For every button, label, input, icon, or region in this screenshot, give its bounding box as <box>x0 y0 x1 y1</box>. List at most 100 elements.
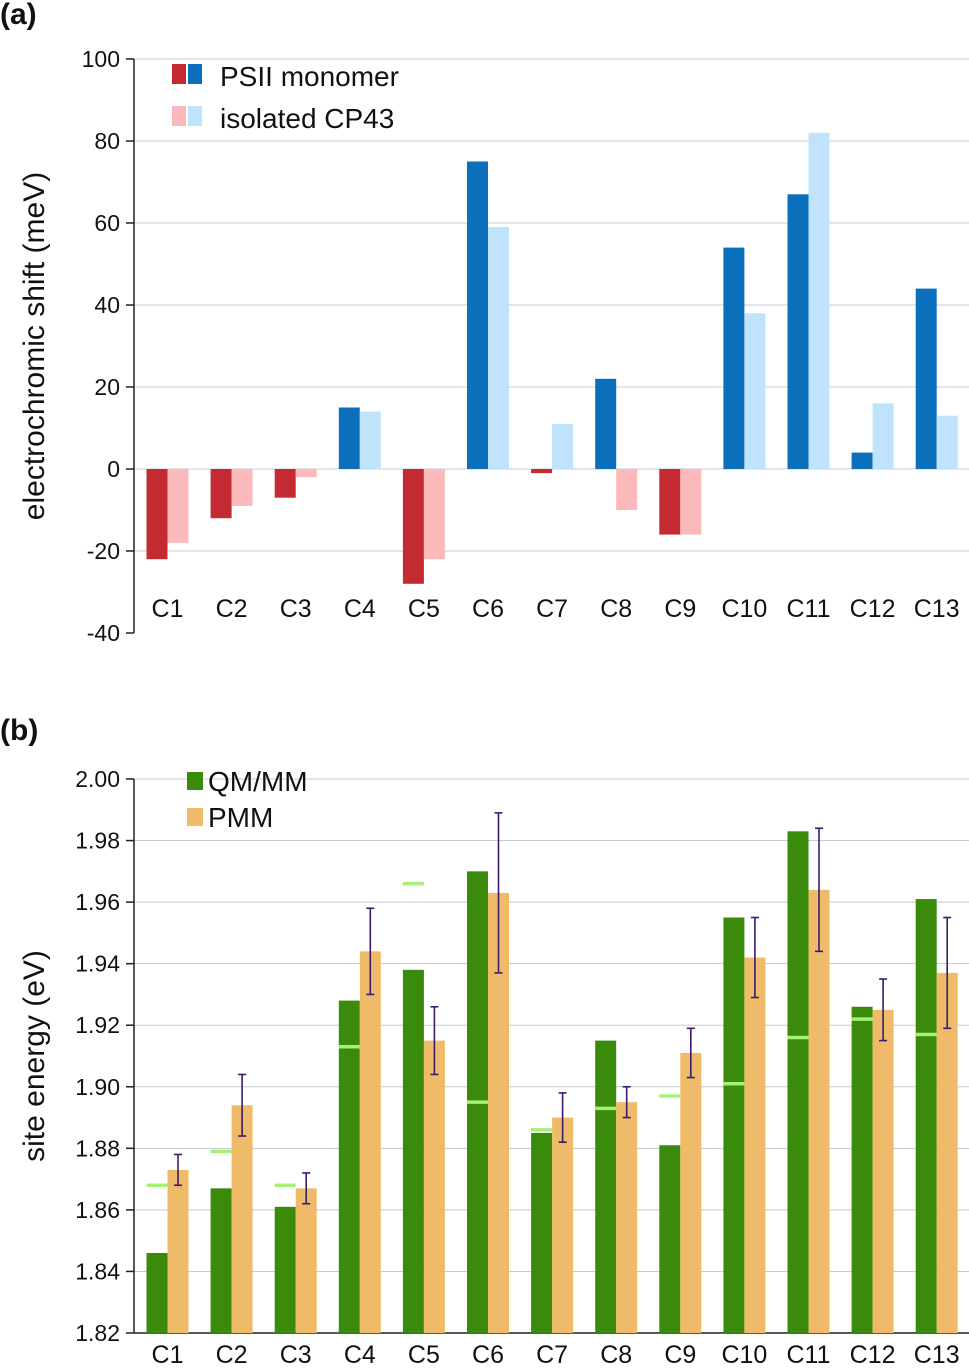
bar-b-qmmm <box>915 899 937 1333</box>
panel-a-label: (a) <box>0 0 37 31</box>
category-label-a: C10 <box>721 595 767 623</box>
bar-b-qmmm <box>595 1040 617 1333</box>
bar-b-qmmm <box>787 831 809 1333</box>
y-tick-label-b: 1.94 <box>75 951 120 977</box>
bar-a-psii <box>723 247 745 469</box>
bar-a-psii <box>851 452 873 469</box>
bar-a-psii <box>531 469 553 474</box>
category-label-a: C3 <box>280 595 312 623</box>
bar-b-pmm <box>936 972 958 1333</box>
category-label-b: C4 <box>344 1341 376 1369</box>
bar-b-pmm <box>808 889 830 1333</box>
bar-a-cp43 <box>744 313 766 469</box>
bar-b-qmmm <box>210 1188 232 1333</box>
bar-a-psii <box>274 469 296 498</box>
y-tick-label-b: 2.00 <box>75 766 120 792</box>
bar-b-pmm <box>680 1052 702 1333</box>
category-label-b: C9 <box>664 1341 696 1369</box>
bar-a-psii <box>659 469 681 535</box>
category-label-a: C2 <box>216 595 248 623</box>
legend-swatch-negative-a <box>172 64 186 84</box>
category-label-b: C10 <box>721 1341 767 1369</box>
category-label-b: C13 <box>914 1341 960 1369</box>
category-label-b: C11 <box>786 1341 830 1369</box>
y-tick-label-b: 1.96 <box>75 889 120 915</box>
category-label-a: C13 <box>914 595 960 623</box>
y-tick-label-b: 1.88 <box>75 1135 120 1161</box>
y-axis-title-b: site energy (eV) <box>18 950 51 1162</box>
category-label-b: C6 <box>472 1341 504 1369</box>
bar-b-qmmm <box>338 1000 360 1333</box>
bar-b-pmm <box>872 1009 894 1333</box>
bar-a-psii <box>467 161 488 469</box>
y-tick-label-b: 1.90 <box>75 1074 120 1100</box>
category-label-a: C5 <box>408 595 440 623</box>
bar-b-pmm <box>295 1188 317 1333</box>
category-label-b: C2 <box>216 1341 248 1369</box>
y-tick-label-b: 1.98 <box>75 828 120 854</box>
bar-b-pmm <box>359 951 381 1333</box>
bar-b-pmm <box>552 1117 574 1333</box>
category-label-b: C7 <box>536 1341 568 1369</box>
bar-b-qmmm <box>851 1006 873 1333</box>
bar-a-cp43 <box>488 227 509 469</box>
category-label-a: C6 <box>472 595 504 623</box>
legend-label-b: QM/MM <box>208 766 308 797</box>
bar-a-cp43 <box>808 132 830 470</box>
y-tick-label-b: 1.86 <box>75 1197 120 1223</box>
y-tick-label-a: -40 <box>87 620 120 646</box>
category-label-a: C12 <box>850 595 896 623</box>
bar-b-pmm <box>616 1102 638 1333</box>
category-label-a: C8 <box>600 595 632 623</box>
bar-b-qmmm <box>402 969 424 1333</box>
category-label-b: C1 <box>152 1341 184 1369</box>
bar-b-pmm <box>488 892 509 1333</box>
bar-a-cp43 <box>552 423 574 469</box>
bar-a-cp43 <box>167 469 189 543</box>
legend-label-a: PSII monomer <box>220 61 399 92</box>
bar-a-psii <box>915 288 937 469</box>
category-label-a: C7 <box>536 595 568 623</box>
bar-b-qmmm <box>531 1132 553 1333</box>
bar-a-cp43 <box>680 469 702 535</box>
y-tick-label-a: -20 <box>87 538 120 564</box>
bar-b-pmm <box>231 1105 253 1333</box>
chart-panel-b: 1.82 1.84 1.86 1.88 1.90 1.92 1.94 1.96 1.98 2.00… <box>18 766 969 1369</box>
category-label-a: C4 <box>344 595 376 623</box>
legend-label-a: isolated CP43 <box>220 103 394 134</box>
legend-swatch-negative-a <box>172 106 186 126</box>
bar-a-cp43 <box>872 403 894 469</box>
bar-a-psii <box>402 469 424 584</box>
bar-a-psii <box>146 469 168 560</box>
bar-b-qmmm <box>274 1206 296 1333</box>
y-tick-label-a: 20 <box>94 374 120 400</box>
y-tick-label-b: 1.82 <box>75 1320 120 1346</box>
bar-a-cp43 <box>359 411 381 469</box>
legend-swatch-b <box>187 772 203 790</box>
y-tick-label-b: 1.92 <box>75 1012 120 1038</box>
bar-a-cp43 <box>295 469 317 478</box>
bar-a-psii <box>338 407 360 469</box>
category-label-b: C3 <box>280 1341 312 1369</box>
bar-a-cp43 <box>423 469 445 560</box>
legend-label-b: PMM <box>208 802 273 833</box>
bar-a-cp43 <box>231 469 253 506</box>
category-label-a: C1 <box>152 595 184 623</box>
bar-b-pmm <box>423 1040 445 1333</box>
bar-b-pmm <box>744 957 766 1333</box>
legend-swatch-positive-a <box>188 106 202 126</box>
y-tick-label-a: 100 <box>82 46 120 72</box>
category-label-a: C9 <box>664 595 696 623</box>
category-label-a: C11 <box>786 595 830 623</box>
legend-swatch-b <box>187 808 203 826</box>
category-label-b: C8 <box>600 1341 632 1369</box>
bar-a-cp43 <box>616 469 638 510</box>
y-axis-title-a: electrochromic shift (meV) <box>18 172 51 520</box>
y-tick-label-a: 40 <box>94 292 120 318</box>
chart-panel-a: -40 -20 0 20 40 60 80 100 electrochromic shift (… <box>18 46 969 646</box>
y-tick-label-b: 1.84 <box>75 1258 120 1284</box>
bar-a-cp43 <box>936 415 958 469</box>
bar-b-qmmm <box>723 917 745 1333</box>
bar-a-psii <box>787 194 809 470</box>
